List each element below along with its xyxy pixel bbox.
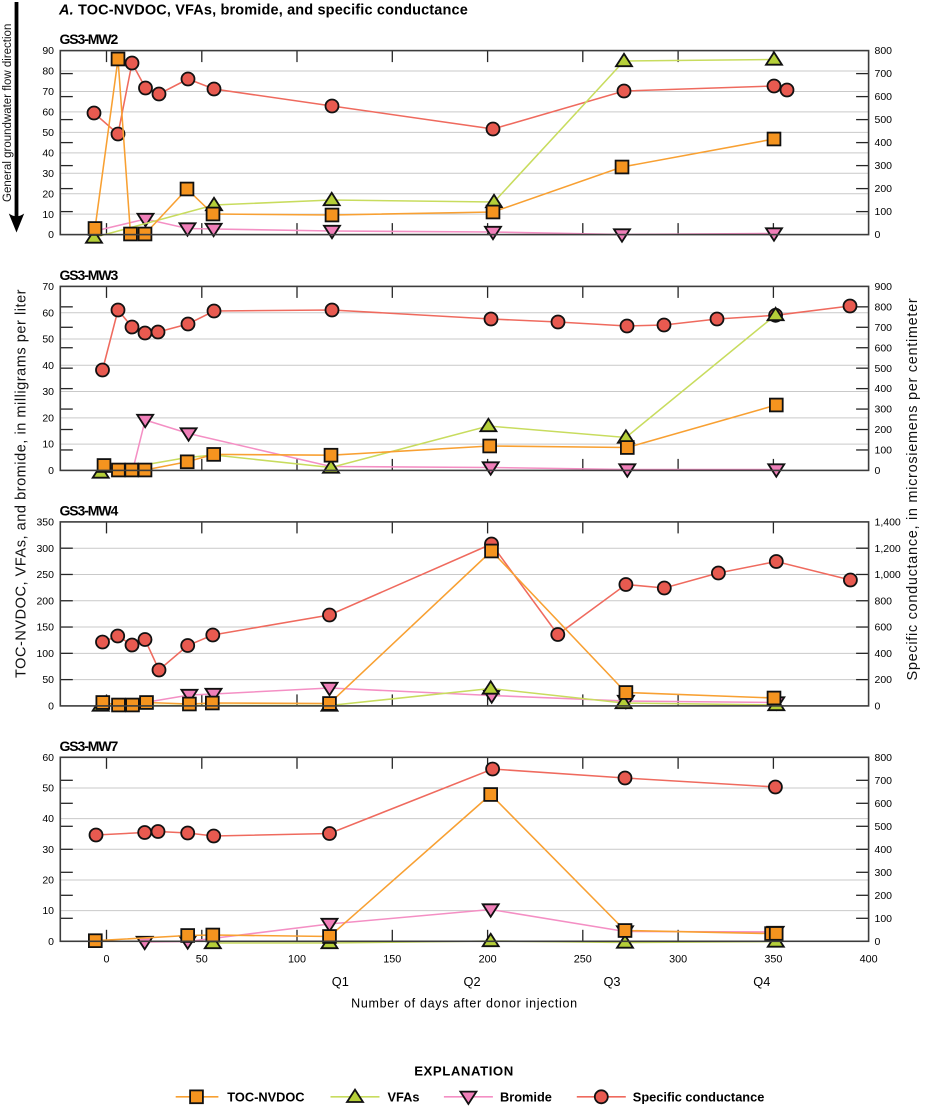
svg-text:VFAs: VFAs — [388, 1090, 420, 1105]
svg-text:GS3-MW4: GS3-MW4 — [60, 502, 119, 518]
svg-text:100: 100 — [875, 445, 893, 457]
svg-text:500: 500 — [875, 363, 893, 375]
svg-text:100: 100 — [875, 913, 893, 925]
svg-text:10: 10 — [42, 439, 54, 451]
svg-text:90: 90 — [42, 45, 54, 57]
svg-text:70: 70 — [42, 86, 54, 98]
svg-text:350: 350 — [764, 954, 782, 966]
svg-text:600: 600 — [875, 798, 893, 810]
svg-text:40: 40 — [42, 360, 54, 372]
svg-text:400: 400 — [875, 137, 893, 149]
svg-text:1,400: 1,400 — [875, 517, 901, 529]
svg-text:100: 100 — [36, 648, 54, 660]
svg-text:Specific conductance, in micro: Specific conductance, in microsiemens pe… — [905, 298, 921, 681]
svg-text:100: 100 — [288, 954, 306, 966]
svg-text:0: 0 — [48, 465, 54, 477]
svg-text:TOC-NVDOC: TOC-NVDOC — [227, 1090, 304, 1105]
svg-text:800: 800 — [875, 45, 893, 57]
svg-text:Q3: Q3 — [603, 974, 620, 989]
svg-text:Q1: Q1 — [332, 974, 349, 989]
svg-text:0: 0 — [48, 701, 54, 713]
svg-text:200: 200 — [479, 954, 497, 966]
svg-text:250: 250 — [36, 569, 54, 581]
svg-text:0: 0 — [48, 229, 54, 241]
svg-text:Q4: Q4 — [753, 974, 770, 989]
svg-text:60: 60 — [42, 107, 54, 119]
svg-text:150: 150 — [36, 622, 54, 634]
svg-text:40: 40 — [42, 813, 54, 825]
svg-text:40: 40 — [42, 147, 54, 159]
svg-text:GS3-MW7: GS3-MW7 — [60, 738, 119, 754]
svg-text:50: 50 — [42, 783, 54, 795]
svg-text:10: 10 — [42, 209, 54, 221]
svg-text:Q2: Q2 — [464, 974, 481, 989]
svg-text:700: 700 — [875, 322, 893, 334]
svg-text:400: 400 — [860, 954, 878, 966]
svg-text:400: 400 — [875, 648, 893, 660]
svg-text:30: 30 — [42, 168, 54, 180]
svg-text:200: 200 — [875, 424, 893, 436]
svg-text:Bromide: Bromide — [500, 1090, 552, 1105]
svg-text:600: 600 — [875, 342, 893, 354]
svg-text:1,200: 1,200 — [875, 543, 901, 555]
svg-text:150: 150 — [383, 954, 401, 966]
svg-text:800: 800 — [875, 752, 893, 764]
svg-text:250: 250 — [574, 954, 592, 966]
svg-text:600: 600 — [875, 622, 893, 634]
svg-text:100: 100 — [875, 206, 893, 218]
svg-text:20: 20 — [42, 412, 54, 424]
svg-text:50: 50 — [42, 127, 54, 139]
svg-text:EXPLANATION: EXPLANATION — [414, 1063, 514, 1078]
svg-text:0: 0 — [875, 465, 881, 477]
svg-text:60: 60 — [42, 752, 54, 764]
svg-text:800: 800 — [875, 595, 893, 607]
svg-text:400: 400 — [875, 383, 893, 395]
svg-text:GS3-MW3: GS3-MW3 — [60, 267, 119, 283]
svg-text:700: 700 — [875, 68, 893, 80]
svg-text:0: 0 — [875, 229, 881, 241]
svg-text:50: 50 — [196, 954, 208, 966]
svg-text:70: 70 — [42, 281, 54, 293]
svg-text:10: 10 — [42, 905, 54, 917]
svg-text:General groundwater flow direc: General groundwater flow direction — [2, 24, 14, 202]
svg-text:GS3-MW2: GS3-MW2 — [60, 31, 119, 47]
svg-text:60: 60 — [42, 307, 54, 319]
svg-text:500: 500 — [875, 114, 893, 126]
svg-text:300: 300 — [36, 543, 54, 555]
svg-text:800: 800 — [875, 301, 893, 313]
svg-text:0: 0 — [875, 701, 881, 713]
svg-text:900: 900 — [875, 281, 893, 293]
svg-text:20: 20 — [42, 875, 54, 887]
svg-text:200: 200 — [875, 890, 893, 902]
svg-text:A. TOC-NVDOC, VFAs, bromide, a: A. TOC-NVDOC, VFAs, bromide, and specifi… — [58, 3, 468, 19]
svg-text:600: 600 — [875, 91, 893, 103]
svg-text:1,000: 1,000 — [875, 569, 901, 581]
svg-text:300: 300 — [875, 867, 893, 879]
svg-text:700: 700 — [875, 775, 893, 787]
svg-text:350: 350 — [36, 517, 54, 529]
svg-text:300: 300 — [875, 160, 893, 172]
svg-text:50: 50 — [42, 674, 54, 686]
svg-text:50: 50 — [42, 334, 54, 346]
svg-text:20: 20 — [42, 188, 54, 200]
svg-text:400: 400 — [875, 844, 893, 856]
svg-text:200: 200 — [875, 674, 893, 686]
svg-text:30: 30 — [42, 844, 54, 856]
svg-text:300: 300 — [669, 954, 687, 966]
svg-text:0: 0 — [875, 936, 881, 948]
svg-text:200: 200 — [36, 595, 54, 607]
svg-text:30: 30 — [42, 386, 54, 398]
svg-text:80: 80 — [42, 66, 54, 78]
svg-text:Specific conductance: Specific conductance — [633, 1090, 765, 1105]
svg-text:200: 200 — [875, 183, 893, 195]
svg-text:Number of days after donor inj: Number of days after donor injection — [351, 997, 578, 1011]
svg-text:TOC-NVDOC, VFAs, and bromide,: TOC-NVDOC, VFAs, and bromide, in milligr… — [14, 289, 30, 678]
svg-text:300: 300 — [875, 404, 893, 416]
svg-text:500: 500 — [875, 821, 893, 833]
svg-text:0: 0 — [48, 936, 54, 948]
svg-text:0: 0 — [103, 954, 109, 966]
